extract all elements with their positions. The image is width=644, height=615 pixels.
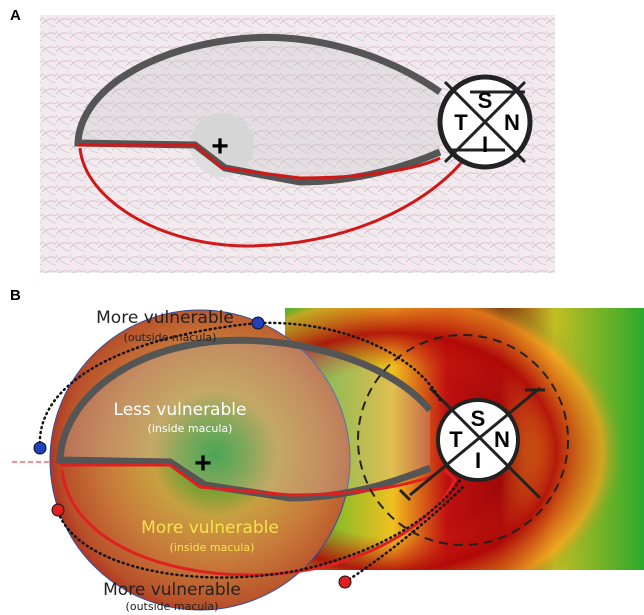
annotation-note: (inside macula) (148, 422, 233, 435)
panel-label: A (10, 7, 21, 24)
annotation-title: More vulnerable (96, 308, 234, 328)
annotation-note: (outside macula) (124, 331, 217, 344)
fovea-mark: + (211, 130, 229, 163)
annotation-title: More vulnerable (141, 518, 279, 538)
disc-s: S (478, 88, 493, 113)
fovea-mark: + (194, 447, 212, 480)
annotation-note: (outside macula) (126, 600, 219, 613)
annotation-note: (inside macula) (170, 541, 255, 554)
disc-n: N (504, 110, 520, 135)
annotation-title: Less vulnerable (114, 400, 247, 420)
disc-n: N (494, 427, 510, 452)
marker-blue (252, 317, 264, 329)
panel-label: B (10, 287, 21, 304)
disc-i: I (475, 448, 481, 473)
disc-t: T (454, 110, 468, 135)
disc-t: T (449, 427, 463, 452)
marker-red (339, 576, 351, 588)
marker-red (52, 504, 64, 516)
figure: A S T N I + B S T N I + More vulnerable … (0, 0, 644, 615)
marker-blue (34, 442, 46, 454)
annotation-title: More vulnerable (103, 580, 241, 600)
disc-i: I (482, 132, 488, 157)
disc-s: S (471, 406, 486, 431)
